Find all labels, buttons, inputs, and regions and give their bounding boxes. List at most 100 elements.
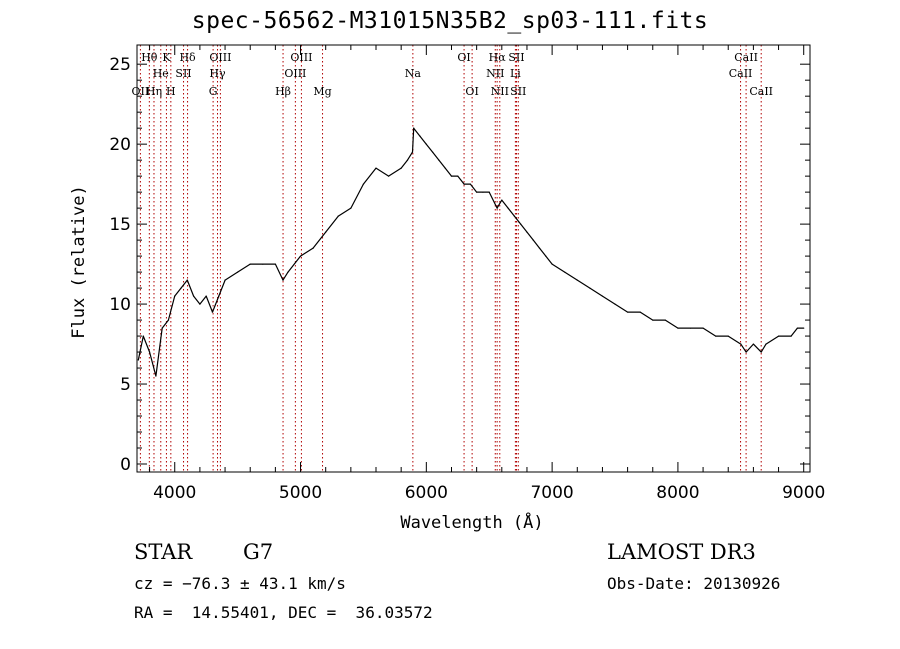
spectral-line-label: He: [153, 67, 169, 80]
data-point: [652, 319, 654, 321]
x-axis-label: Wavelength (Å): [400, 511, 543, 533]
data-point: [677, 327, 679, 329]
data-point: [375, 167, 377, 169]
data-point: [513, 215, 515, 217]
y-tick-label: 5: [120, 375, 131, 395]
object-class: STAR: [134, 540, 193, 564]
data-point: [545, 255, 547, 257]
data-point: [601, 295, 604, 297]
x-tick-label: 9000: [782, 483, 825, 503]
spectral-line-label: SII: [510, 85, 526, 98]
spectral-line-label: OI: [465, 85, 478, 98]
data-point: [589, 287, 591, 289]
spectral-line-label: OIII: [284, 67, 306, 80]
data-point: [438, 159, 440, 161]
y-axis-label: Flux (relative): [69, 185, 89, 339]
data-point: [312, 247, 314, 249]
x-tick-label: 5000: [279, 483, 322, 503]
data-point: [532, 239, 534, 241]
data-point: [740, 343, 742, 345]
data-point: [664, 319, 666, 321]
spectral-line-label: OII: [132, 85, 150, 98]
data-point: [337, 215, 339, 217]
data-point: [282, 279, 284, 281]
line-markers: [139, 45, 762, 472]
data-point: [765, 343, 767, 345]
data-point: [174, 295, 176, 297]
data-point: [727, 335, 729, 337]
data-point: [411, 151, 414, 153]
data-point: [237, 271, 239, 273]
data-point: [211, 311, 214, 313]
obs-date: Obs-Date: 20130926: [607, 574, 781, 593]
data-point: [205, 295, 207, 297]
data-point: [564, 271, 566, 273]
data-point: [419, 135, 421, 137]
spectral-line-label: Na: [405, 67, 422, 80]
data-point: [463, 183, 465, 185]
data-point: [626, 311, 629, 313]
spectral-line-label: Hγ: [209, 67, 226, 80]
survey-name: LAMOST DR3: [607, 540, 756, 564]
spectral-line-label: Li: [510, 67, 521, 80]
data-point: [482, 191, 484, 193]
spectral-line-label: Hη: [146, 85, 162, 98]
spectral-line-label: G: [209, 85, 218, 98]
data-point: [457, 175, 459, 177]
data-point: [362, 183, 365, 185]
x-tick-label: 4000: [153, 483, 196, 503]
data-point: [199, 303, 201, 305]
data-point: [387, 175, 390, 177]
data-point: [325, 231, 327, 233]
spectrum-series: [137, 127, 805, 377]
y-tick-label: 0: [120, 455, 131, 475]
data-point: [639, 311, 641, 313]
data-point: [186, 279, 188, 281]
data-point: [488, 191, 490, 193]
data-point: [432, 151, 434, 153]
data-point: [155, 375, 157, 377]
spectral-line-label: H: [166, 85, 176, 98]
data-point: [148, 351, 151, 353]
spectral-line-label: NII: [491, 85, 509, 98]
data-point: [224, 279, 226, 281]
data-point: [689, 327, 692, 329]
spectral-line-label: SII: [175, 67, 191, 80]
x-tick-label: 6000: [405, 483, 448, 503]
spectral-line-label: OI: [457, 51, 470, 64]
spectral-line-label: OIII: [290, 51, 312, 64]
data-point: [538, 247, 541, 249]
data-point: [526, 231, 528, 233]
data-point: [400, 167, 402, 169]
data-point: [614, 303, 616, 305]
data-point: [796, 327, 799, 329]
data-point: [287, 271, 289, 273]
data-point: [777, 335, 780, 337]
x-tick-label: 7000: [530, 483, 573, 503]
y-tick-label: 25: [109, 55, 131, 75]
data-point: [702, 327, 704, 329]
data-point: [576, 279, 578, 281]
data-point: [496, 207, 498, 209]
data-point: [142, 335, 144, 337]
spectral-line-label: Mg: [313, 85, 331, 98]
chart-title: spec-56562-M31015N35B2_sp03-111.fits: [191, 8, 709, 34]
spectral-line-label: Hα: [489, 51, 507, 64]
data-point: [507, 207, 509, 209]
data-point: [551, 263, 553, 265]
object-subclass: G7: [243, 540, 274, 564]
spectral-line-label: Hβ: [275, 85, 291, 98]
spectral-line-label: K: [162, 51, 171, 64]
data-point: [161, 327, 163, 329]
y-tick-label: 15: [109, 215, 131, 235]
data-point: [803, 327, 805, 329]
spectral-line-label: CaII: [729, 67, 753, 80]
data-point: [425, 143, 427, 145]
data-point: [299, 255, 302, 257]
data-point: [760, 351, 762, 353]
spectral-line-label: OIII: [209, 51, 231, 64]
data-point: [752, 343, 754, 345]
redshift-text: cz = −76.3 ± 43.1 km/s: [134, 574, 346, 593]
data-point: [167, 319, 170, 321]
